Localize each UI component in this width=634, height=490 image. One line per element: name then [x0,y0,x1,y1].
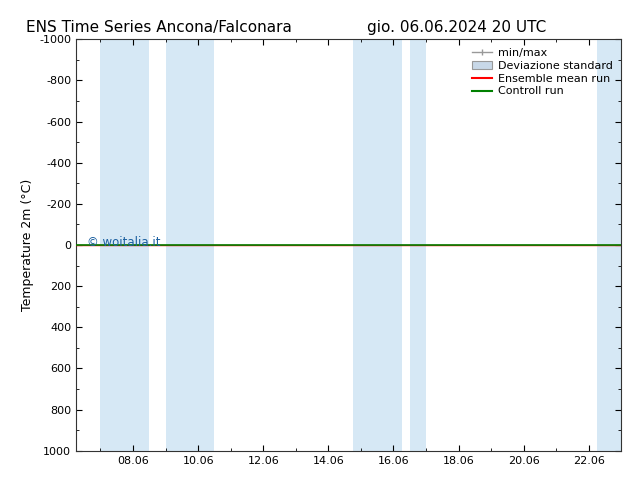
Legend: min/max, Deviazione standard, Ensemble mean run, Controll run: min/max, Deviazione standard, Ensemble m… [469,45,616,100]
Bar [165,39,214,451]
Y-axis label: Temperature 2m (°C): Temperature 2m (°C) [21,179,34,311]
Text: ENS Time Series Ancona/Falconara: ENS Time Series Ancona/Falconara [25,20,292,35]
Bar [101,39,150,451]
Bar [410,39,426,451]
Text: gio. 06.06.2024 20 UTC: gio. 06.06.2024 20 UTC [367,20,546,35]
Text: © woitalia.it: © woitalia.it [87,236,160,249]
Bar [353,39,401,451]
Bar [597,39,621,451]
